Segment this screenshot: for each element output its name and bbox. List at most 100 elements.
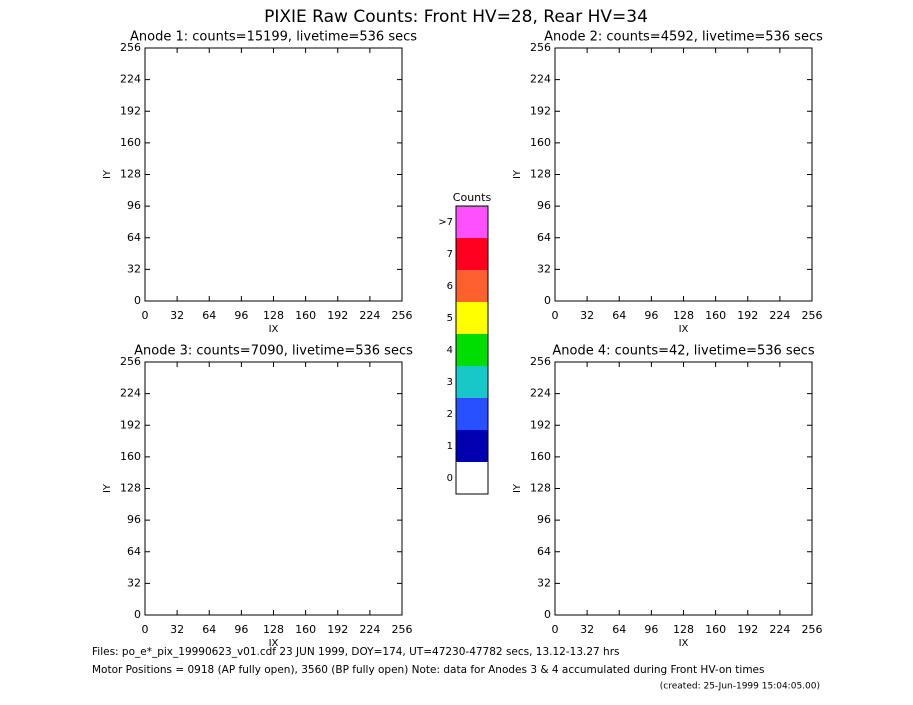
- panel-title: Anode 4: counts=42, livetime=536 secs: [552, 344, 814, 359]
- y-tick-label: 224: [120, 387, 141, 400]
- x-tick-label: 96: [234, 309, 248, 322]
- y-tick-label: 64: [537, 545, 551, 558]
- y-tick-label: 224: [530, 73, 551, 86]
- x-tick-label: 224: [769, 309, 790, 322]
- colorbar-label: 3: [447, 377, 453, 388]
- x-tick-label: 96: [234, 623, 248, 636]
- colorbar-label: 1: [447, 441, 453, 452]
- page-title: PIXIE Raw Counts: Front HV=28, Rear HV=3…: [264, 7, 648, 27]
- x-tick-label: 256: [392, 309, 413, 322]
- y-tick-label: 192: [120, 104, 141, 117]
- x-tick-label: 0: [142, 309, 149, 322]
- x-tick-label: 64: [202, 309, 216, 322]
- y-tick-label: 64: [127, 545, 141, 558]
- y-tick-label: 64: [127, 231, 141, 244]
- y-tick-label: 32: [127, 262, 141, 275]
- x-tick-label: 32: [170, 623, 184, 636]
- x-tick-label: 224: [769, 623, 790, 636]
- plot-frame: [144, 361, 403, 616]
- x-tick-label: 192: [737, 309, 758, 322]
- x-tick-label: 32: [170, 309, 184, 322]
- color-swatch: [456, 398, 488, 430]
- y-axis-label: IY: [102, 169, 113, 179]
- x-tick-label: 32: [580, 623, 594, 636]
- colorbar-label: 4: [447, 345, 453, 356]
- y-tick-label: 128: [530, 482, 551, 495]
- footer-line: Files: po_e*_pix_19990623_v01.cdf 23 JUN…: [92, 646, 619, 658]
- colorbar-title: Counts: [453, 191, 492, 204]
- y-tick-label: 256: [530, 41, 551, 54]
- color-swatch: [456, 334, 488, 366]
- color-swatch: [456, 238, 488, 270]
- panel-title: Anode 3: counts=7090, livetime=536 secs: [134, 344, 413, 359]
- x-tick-label: 160: [295, 309, 316, 322]
- plot-frame: [554, 361, 813, 616]
- x-tick-label: 256: [392, 623, 413, 636]
- x-tick-label: 0: [552, 309, 559, 322]
- y-axis-label: IY: [102, 483, 113, 493]
- y-tick-label: 160: [120, 450, 141, 463]
- x-axis-label: IX: [269, 638, 279, 649]
- colorbar-label: 0: [447, 473, 453, 484]
- x-tick-label: 224: [359, 309, 380, 322]
- colorbar-label: 2: [447, 409, 453, 420]
- color-swatch: [456, 270, 488, 302]
- colorbar-label: >7: [438, 217, 453, 228]
- colorbar-label: 6: [447, 281, 453, 292]
- y-tick-label: 224: [530, 387, 551, 400]
- y-axis-label: IY: [512, 483, 523, 493]
- y-tick-label: 96: [127, 513, 141, 526]
- x-tick-label: 64: [202, 623, 216, 636]
- x-tick-label: 256: [802, 623, 823, 636]
- x-tick-label: 96: [644, 623, 658, 636]
- x-tick-label: 192: [327, 309, 348, 322]
- panel-title: Anode 2: counts=4592, livetime=536 secs: [544, 30, 823, 45]
- x-tick-label: 0: [552, 623, 559, 636]
- color-swatch: [456, 462, 488, 494]
- y-tick-label: 160: [120, 136, 141, 149]
- colorbar-frame: [455, 205, 489, 495]
- footer-line: Motor Positions = 0918 (AP fully open), …: [92, 664, 765, 676]
- y-tick-label: 0: [134, 608, 141, 621]
- x-tick-label: 64: [612, 309, 626, 322]
- y-tick-label: 256: [120, 41, 141, 54]
- x-tick-label: 160: [705, 309, 726, 322]
- x-axis-label: IX: [679, 324, 689, 335]
- y-tick-label: 32: [127, 576, 141, 589]
- y-tick-label: 256: [530, 355, 551, 368]
- y-tick-label: 160: [530, 450, 551, 463]
- y-tick-label: 64: [537, 231, 551, 244]
- color-swatch: [456, 430, 488, 462]
- y-tick-label: 0: [544, 294, 551, 307]
- y-tick-label: 128: [120, 482, 141, 495]
- x-axis-label: IX: [679, 638, 689, 649]
- plot-frame: [144, 47, 403, 302]
- color-swatch: [456, 206, 488, 238]
- x-tick-label: 160: [705, 623, 726, 636]
- x-tick-label: 160: [295, 623, 316, 636]
- x-axis-label: IX: [269, 324, 279, 335]
- color-swatch: [456, 366, 488, 398]
- x-tick-label: 192: [327, 623, 348, 636]
- colorbar-label: 7: [447, 249, 453, 260]
- y-tick-label: 96: [537, 199, 551, 212]
- y-tick-label: 96: [537, 513, 551, 526]
- plot-frame: [554, 47, 813, 302]
- panel-title: Anode 1: counts=15199, livetime=536 secs: [130, 30, 417, 45]
- y-tick-label: 192: [530, 418, 551, 431]
- x-tick-label: 96: [644, 309, 658, 322]
- x-tick-label: 64: [612, 623, 626, 636]
- x-tick-label: 192: [737, 623, 758, 636]
- y-tick-label: 192: [120, 418, 141, 431]
- x-tick-label: 128: [673, 309, 694, 322]
- y-tick-label: 256: [120, 355, 141, 368]
- y-tick-label: 192: [530, 104, 551, 117]
- y-tick-label: 128: [530, 168, 551, 181]
- y-tick-label: 128: [120, 168, 141, 181]
- x-tick-label: 256: [802, 309, 823, 322]
- x-tick-label: 32: [580, 309, 594, 322]
- x-tick-label: 128: [263, 309, 284, 322]
- y-axis-label: IY: [512, 169, 523, 179]
